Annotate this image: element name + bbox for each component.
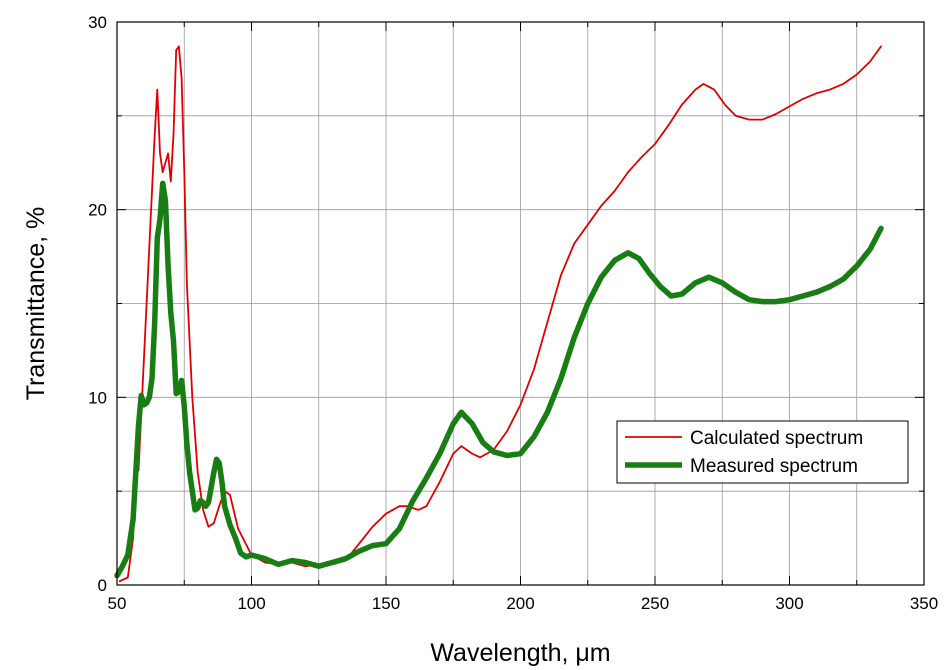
x-tick-label: 50 (108, 594, 127, 613)
y-tick-label: 30 (88, 13, 107, 32)
series-layer (114, 45, 884, 583)
grid (117, 22, 924, 585)
y-axis-title: Transmittance, % (22, 207, 50, 401)
y-tick-label: 20 (88, 201, 107, 220)
legend-label-calculated: Calculated spectrum (690, 428, 863, 449)
x-tick-label: 100 (237, 594, 265, 613)
legend: Calculated spectrum Measured spectrum (616, 420, 909, 484)
x-tick-label: 300 (775, 594, 803, 613)
legend-box (616, 420, 909, 484)
x-tick-label: 350 (910, 594, 938, 613)
series-line-calculated (118, 45, 882, 583)
legend-label-measured: Measured spectrum (690, 456, 858, 477)
tick-labels: 50 100 150 200 250 300 350 0 10 20 30 (88, 13, 938, 613)
y-tick-label: 0 (98, 576, 107, 595)
y-tick-label: 10 (88, 388, 107, 407)
x-tick-label: 150 (372, 594, 400, 613)
x-tick-label: 250 (641, 594, 669, 613)
axis-ticks (116, 21, 925, 586)
x-axis-title: Wavelength, μm (430, 639, 610, 667)
series-line-measured (114, 180, 884, 579)
x-tick-label: 200 (506, 594, 534, 613)
